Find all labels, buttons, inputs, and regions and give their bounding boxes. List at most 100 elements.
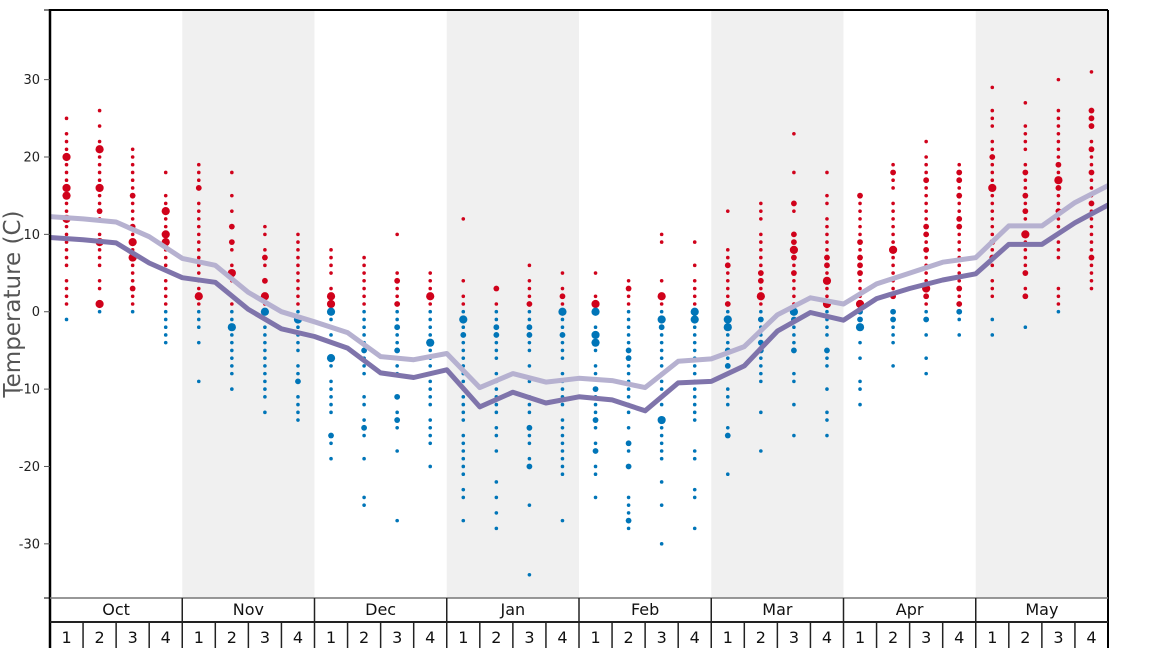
high-temp-dot — [792, 278, 796, 283]
high-temp-dot — [1088, 146, 1095, 153]
high-temp-dot — [924, 271, 928, 275]
high-temp-dot — [858, 209, 862, 213]
low-temp-dot — [527, 503, 532, 507]
high-temp-dot — [196, 162, 201, 167]
high-temp-dot — [196, 209, 201, 213]
low-temp-dot — [395, 317, 399, 322]
low-temp-dot — [527, 364, 532, 368]
low-temp-dot — [692, 395, 697, 399]
high-temp-dot — [593, 294, 598, 299]
high-temp-dot — [230, 209, 234, 213]
low-temp-dot — [625, 355, 632, 362]
high-temp-dot — [196, 224, 201, 229]
high-temp-dot — [858, 217, 862, 221]
low-temp-dot — [757, 316, 764, 323]
high-temp-dot — [64, 201, 69, 206]
low-temp-dot — [659, 449, 664, 453]
low-temp-dot — [659, 364, 664, 368]
low-temp-dot — [626, 526, 631, 531]
week-label: 3 — [789, 628, 799, 647]
high-temp-dot — [957, 278, 962, 283]
high-temp-dot — [924, 170, 928, 175]
high-temp-dot — [924, 209, 928, 213]
high-temp-dot — [957, 248, 962, 252]
high-temp-dot — [792, 209, 796, 213]
low-temp-dot — [329, 364, 333, 368]
low-temp-dot — [891, 325, 895, 330]
high-temp-dot — [1023, 147, 1028, 152]
low-temp-dot — [428, 309, 433, 314]
high-temp-dot — [64, 139, 69, 144]
high-temp-dot — [64, 294, 69, 299]
high-temp-dot — [956, 223, 963, 230]
high-temp-dot — [759, 302, 763, 306]
low-temp-dot — [263, 364, 267, 368]
low-temp-dot — [230, 356, 234, 360]
high-temp-dot — [890, 169, 896, 176]
low-temp-dot — [692, 487, 697, 492]
high-temp-dot — [593, 271, 598, 275]
high-temp-dot — [64, 170, 69, 175]
high-temp-dot — [792, 286, 796, 291]
high-temp-dot — [857, 262, 863, 269]
low-temp-dot — [560, 518, 565, 523]
low-temp-dot — [329, 441, 333, 446]
high-temp-dot — [64, 248, 69, 252]
high-temp-dot — [329, 263, 333, 268]
high-temp-dot — [64, 147, 69, 152]
high-temp-dot — [825, 248, 829, 252]
low-temp-dot — [362, 395, 366, 399]
low-temp-dot — [362, 309, 366, 314]
high-temp-dot — [924, 255, 928, 260]
high-temp-dot — [891, 162, 895, 167]
high-temp-dot — [725, 255, 730, 260]
low-temp-dot — [263, 333, 267, 337]
high-temp-dot — [822, 276, 832, 285]
high-temp-dot — [924, 201, 928, 206]
low-temp-dot — [825, 333, 829, 337]
high-temp-dot — [1023, 255, 1028, 260]
high-temp-dot — [990, 170, 995, 175]
high-temp-dot — [1022, 270, 1029, 276]
low-temp-dot — [230, 364, 234, 368]
low-temp-dot — [362, 433, 366, 438]
low-temp-dot — [825, 433, 829, 438]
low-temp-dot — [296, 309, 300, 314]
low-temp-dot — [362, 456, 366, 461]
high-temp-dot — [1089, 178, 1094, 183]
high-temp-dot — [560, 302, 565, 306]
low-temp-dot — [855, 323, 865, 332]
high-temp-dot — [194, 292, 203, 301]
high-temp-dot — [725, 209, 730, 213]
low-temp-dot — [329, 317, 333, 322]
high-temp-dot — [789, 245, 799, 254]
low-temp-dot — [924, 333, 928, 337]
high-temp-dot — [1056, 139, 1061, 144]
low-temp-dot — [591, 330, 600, 340]
low-temp-dot — [924, 371, 928, 376]
high-temp-dot — [759, 240, 763, 244]
low-temp-dot — [494, 317, 499, 322]
high-temp-dot — [858, 201, 862, 206]
low-temp-dot — [560, 425, 565, 430]
low-temp-dot — [759, 356, 763, 360]
week-label: 3 — [657, 628, 667, 647]
low-temp-dot — [723, 315, 732, 324]
low-temp-dot — [163, 317, 168, 322]
low-temp-dot — [428, 425, 433, 430]
high-temp-dot — [1088, 169, 1095, 176]
low-temp-dot — [825, 418, 829, 422]
low-temp-dot — [659, 387, 664, 391]
high-temp-dot — [296, 248, 300, 252]
low-temp-dot — [296, 395, 300, 399]
high-temp-dot — [724, 262, 731, 269]
low-temp-dot — [494, 449, 499, 453]
low-temp-dot — [461, 356, 466, 360]
week-label: 4 — [293, 628, 303, 647]
low-temp-dot — [163, 340, 168, 345]
low-temp-dot — [592, 417, 599, 423]
low-temp-dot — [626, 371, 631, 376]
low-temp-dot — [626, 495, 631, 500]
month-label: Oct — [102, 600, 130, 619]
high-temp-dot — [560, 286, 565, 291]
